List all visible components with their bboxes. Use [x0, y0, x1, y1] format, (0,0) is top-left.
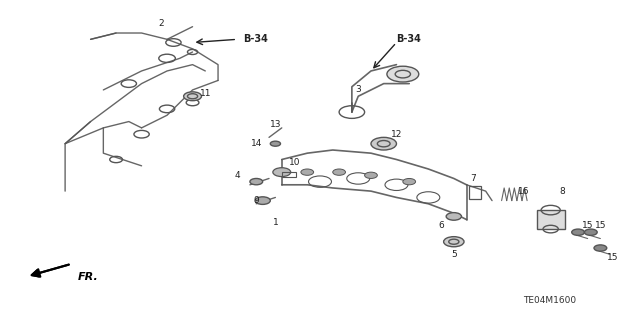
- Circle shape: [301, 169, 314, 175]
- Circle shape: [446, 213, 461, 220]
- Text: 2: 2: [158, 19, 163, 28]
- Circle shape: [270, 141, 280, 146]
- Bar: [537, 210, 565, 229]
- Text: 16: 16: [518, 187, 530, 196]
- Circle shape: [584, 229, 597, 235]
- Text: 15: 15: [607, 253, 619, 262]
- Text: 12: 12: [391, 130, 402, 139]
- Circle shape: [572, 229, 584, 235]
- Text: B-34: B-34: [396, 34, 421, 44]
- Circle shape: [444, 237, 464, 247]
- Text: 15: 15: [582, 221, 593, 230]
- Text: FR.: FR.: [78, 271, 99, 281]
- Text: 14: 14: [251, 139, 262, 148]
- Circle shape: [365, 172, 378, 178]
- Text: 3: 3: [355, 85, 361, 94]
- Text: 11: 11: [200, 89, 211, 98]
- Circle shape: [371, 137, 396, 150]
- Text: 7: 7: [470, 174, 476, 183]
- Circle shape: [594, 245, 607, 251]
- Text: 13: 13: [269, 120, 281, 129]
- Text: 5: 5: [451, 250, 457, 259]
- Text: B-34: B-34: [244, 34, 268, 44]
- Bar: [469, 186, 481, 199]
- Circle shape: [273, 168, 291, 177]
- Circle shape: [387, 66, 419, 82]
- Text: 10: 10: [289, 158, 300, 167]
- Text: 9: 9: [253, 196, 259, 205]
- Text: 8: 8: [559, 187, 565, 196]
- Text: 15: 15: [595, 221, 606, 230]
- Circle shape: [403, 178, 415, 185]
- Text: TE04M1600: TE04M1600: [523, 296, 576, 305]
- Bar: [282, 172, 296, 177]
- Text: 4: 4: [234, 171, 240, 180]
- Circle shape: [255, 197, 270, 204]
- Circle shape: [250, 178, 262, 185]
- Circle shape: [184, 92, 202, 101]
- Text: 1: 1: [273, 218, 278, 227]
- Circle shape: [333, 169, 346, 175]
- Text: 6: 6: [438, 221, 444, 230]
